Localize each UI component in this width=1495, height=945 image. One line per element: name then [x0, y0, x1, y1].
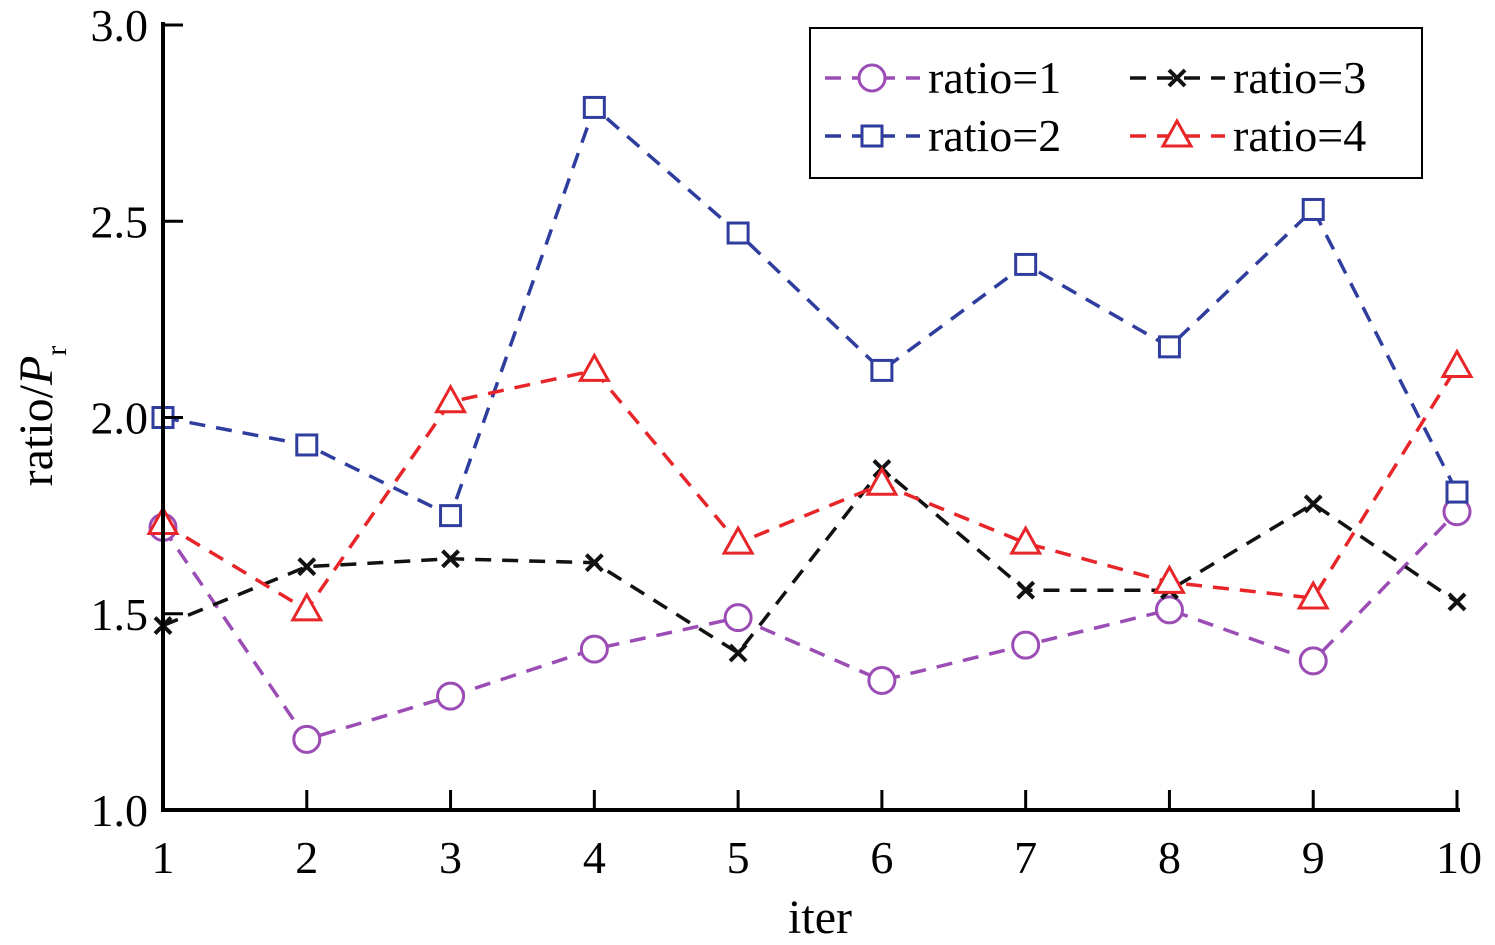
series-layer: [146, 95, 1474, 754]
x-ticks: 1 2 3 4 5 6 7 8 9 10: [152, 790, 1482, 883]
series-3-point-5: [728, 643, 748, 663]
series-4-point-10: [1440, 348, 1474, 378]
series-2-point-3: [439, 504, 463, 528]
legend-box: [809, 27, 1423, 179]
x-tick-label: 8: [1158, 832, 1181, 883]
series-4-point-6: [865, 466, 899, 496]
x-tick-label: 7: [1014, 832, 1037, 883]
y-tick-label: 1.0: [91, 785, 149, 836]
series-4-point-8: [1152, 564, 1186, 594]
series-2-point-5: [726, 221, 750, 245]
series-3-point-3: [441, 549, 460, 569]
legend-marker: [1160, 117, 1194, 148]
y-tick-label: 1.5: [91, 589, 149, 640]
series-3-line: [162, 466, 1458, 656]
series-2-point-6: [870, 358, 894, 382]
y-axis-title-symbol: P: [10, 356, 63, 386]
series-1-point-8: [1154, 595, 1184, 625]
x-tick-label: 2: [295, 832, 318, 883]
series-1-line: [161, 510, 1459, 742]
series-1-point-3: [436, 681, 466, 711]
legend-marker: [857, 63, 887, 93]
series-4-point-5: [721, 525, 755, 555]
series-1-point-7: [1011, 630, 1041, 660]
x-tick-label: 10: [1436, 832, 1482, 883]
legend-label: ratio=3: [1233, 52, 1366, 103]
x-tick-label: 3: [439, 832, 462, 883]
series-2-point-2: [295, 433, 319, 457]
series-4-point-4: [577, 352, 611, 382]
x-axis-title: iter: [788, 891, 852, 944]
legend-marker: [860, 124, 884, 148]
series-3-point-9: [1303, 494, 1323, 514]
series-3-point-2: [297, 557, 317, 577]
series-2-point-7: [1014, 252, 1038, 276]
legend: ratio=1 ratio=2 ratio=3 ratio=4: [809, 27, 1423, 179]
series-2-point-9: [1301, 197, 1325, 221]
series-2-point-10: [1445, 480, 1469, 504]
y-tick-label: 2.0: [91, 393, 149, 444]
y-axis-title: ratio/Pr: [10, 346, 73, 487]
y-tick-label: 2.5: [91, 196, 149, 247]
y-axis-title-text: ratio/: [10, 384, 63, 486]
series-1: [148, 497, 1472, 754]
x-tick-label: 4: [583, 832, 606, 883]
legend-label: ratio=1: [928, 52, 1061, 103]
series-1-point-9: [1298, 646, 1328, 676]
series-2-line: [162, 104, 1459, 519]
series-3-point-4: [584, 553, 604, 573]
series-1-point-4: [579, 634, 609, 664]
legend-entry-2: ratio=2: [825, 110, 1061, 161]
series-4-point-9: [1296, 579, 1330, 610]
x-tick-label: 1: [152, 832, 175, 883]
series-2-point-4: [582, 95, 606, 119]
legend-entry-4: ratio=4: [1130, 110, 1366, 161]
x-tick-label: 5: [727, 832, 750, 883]
legend-marker: [1167, 68, 1187, 88]
y-ticks: 1.0 1.5 2.0 2.5 3.0: [91, 0, 183, 836]
legend-entry-1: ratio=1: [825, 52, 1061, 103]
series-2-point-8: [1157, 335, 1181, 359]
series-2: [151, 95, 1469, 528]
x-tick-label: 6: [870, 832, 893, 883]
y-axis-title-subscript: r: [40, 346, 73, 356]
x-tick-label: 9: [1302, 832, 1325, 883]
series-4: [146, 348, 1474, 622]
series-1-point-6: [867, 665, 897, 695]
legend-entry-3: ratio=3: [1130, 52, 1366, 103]
series-1-point-2: [292, 724, 322, 754]
series-4-line: [162, 365, 1459, 613]
series-1-point-5: [723, 603, 753, 633]
legend-label: ratio=2: [928, 110, 1061, 161]
legend-label: ratio=4: [1233, 110, 1366, 161]
series-3-point-10: [1447, 592, 1467, 612]
y-tick-label: 3.0: [91, 0, 149, 51]
series-3: [153, 459, 1467, 663]
series-3-point-7: [1016, 580, 1036, 600]
series-4-point-7: [1009, 525, 1043, 555]
series-4-point-3: [433, 383, 468, 414]
series-4-point-2: [290, 591, 324, 622]
